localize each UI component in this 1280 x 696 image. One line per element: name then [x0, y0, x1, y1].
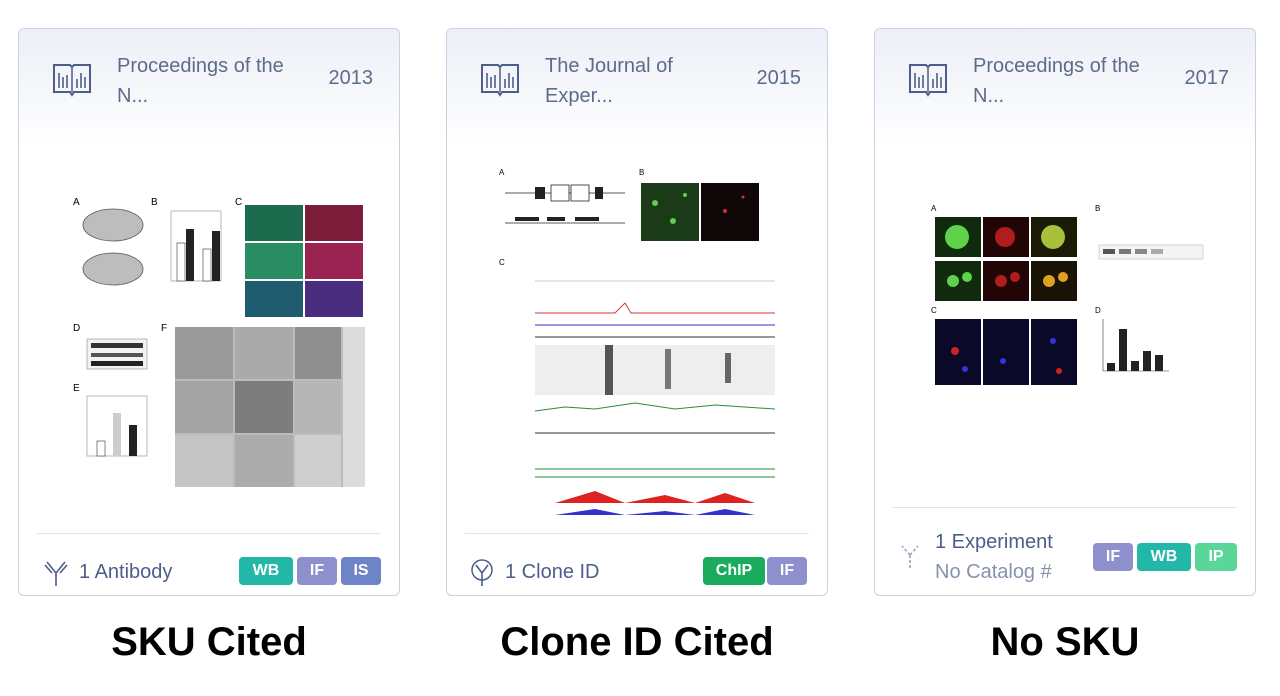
figure-panel-label: C [235, 197, 242, 208]
catalog-number-status: No Catalog # [935, 561, 1052, 583]
badge-if[interactable]: IF [297, 557, 337, 585]
card-header: The Journal of Exper... 2015 [447, 29, 827, 147]
publication-card[interactable]: Proceedings of the N... 2013 A B C D E F [18, 28, 400, 596]
antibody-icon [44, 561, 68, 586]
book-icon [909, 64, 947, 97]
experiment-antibody-icon [901, 545, 919, 568]
badge-if[interactable]: IF [767, 557, 807, 585]
journal-title[interactable]: Proceedings of the N... [117, 55, 284, 107]
figure-panel-label: A [499, 168, 505, 177]
badge-wb[interactable]: WB [1137, 543, 1191, 571]
figure-thumbnail[interactable]: A B C [495, 163, 781, 519]
book-icon [53, 64, 91, 97]
caption-sku-cited: SKU Cited [111, 620, 307, 664]
clone-id-count[interactable]: 1 Clone ID [505, 561, 600, 583]
figure-panel-label: C [499, 258, 505, 267]
figure-panel-label: B [151, 197, 158, 208]
figure-thumbnail[interactable]: A B C D [929, 201, 1219, 471]
book-icon [481, 64, 519, 97]
figure-panel-label: D [1095, 306, 1101, 315]
figure-thumbnail[interactable]: A B C D E F [67, 191, 367, 491]
card-header: Proceedings of the N... 2017 [875, 29, 1255, 147]
publication-card[interactable]: The Journal of Exper... 2015 A B C [446, 28, 828, 596]
figure-panel-label: F [161, 323, 167, 334]
publication-year: 2013 [328, 67, 374, 89]
publication-card[interactable]: Proceedings of the N... 2017 A B C D 1 E… [874, 28, 1256, 596]
antibody-count[interactable]: 1 Antibody [79, 561, 173, 583]
badge-chip[interactable]: ChIP [703, 557, 765, 585]
badge-ip[interactable]: IP [1195, 543, 1237, 571]
experiment-count[interactable]: 1 Experiment [935, 531, 1053, 553]
card-divider [893, 507, 1237, 508]
journal-title[interactable]: The Journal of Exper... [545, 55, 673, 107]
figure-panel-label: B [639, 168, 644, 177]
publication-year: 2015 [756, 67, 802, 89]
figure-panel-label: C [931, 306, 937, 315]
badge-if[interactable]: IF [1093, 543, 1133, 571]
card-divider [465, 533, 809, 534]
figure-panel-label: A [73, 197, 80, 208]
clone-antibody-icon [471, 559, 493, 586]
card-header: Proceedings of the N... 2013 [19, 29, 399, 147]
figure-panel-label: B [1095, 204, 1100, 213]
caption-clone-id-cited: Clone ID Cited [500, 620, 774, 664]
badge-wb[interactable]: WB [239, 557, 293, 585]
figure-panel-label: D [73, 323, 80, 334]
caption-no-sku: No SKU [990, 620, 1140, 664]
card-divider [37, 533, 381, 534]
figure-panel-label: E [73, 383, 80, 394]
journal-title[interactable]: Proceedings of the N... [973, 55, 1140, 107]
figure-panel-label: A [931, 204, 937, 213]
publication-year: 2017 [1184, 67, 1230, 89]
badge-is[interactable]: IS [341, 557, 381, 585]
